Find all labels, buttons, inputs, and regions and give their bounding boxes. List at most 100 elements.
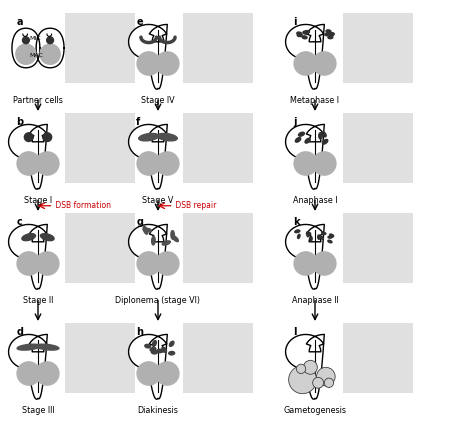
Ellipse shape xyxy=(296,230,300,232)
Ellipse shape xyxy=(303,31,308,34)
Ellipse shape xyxy=(295,137,301,142)
Ellipse shape xyxy=(298,234,300,238)
FancyBboxPatch shape xyxy=(183,323,253,393)
FancyBboxPatch shape xyxy=(183,213,253,283)
Ellipse shape xyxy=(329,234,334,237)
Text: DSB formation: DSB formation xyxy=(54,201,111,210)
Text: Diplonema (stage VI): Diplonema (stage VI) xyxy=(116,296,201,305)
Ellipse shape xyxy=(321,132,326,137)
Text: j: j xyxy=(293,117,297,127)
Text: Stage I: Stage I xyxy=(24,196,52,205)
Text: Stage II: Stage II xyxy=(23,296,53,305)
Text: MAC: MAC xyxy=(30,53,44,58)
Polygon shape xyxy=(128,225,167,289)
FancyBboxPatch shape xyxy=(183,113,253,183)
Polygon shape xyxy=(9,125,47,189)
Ellipse shape xyxy=(328,36,333,39)
Text: c: c xyxy=(16,217,22,227)
Ellipse shape xyxy=(40,234,54,240)
Text: g: g xyxy=(137,217,143,227)
Ellipse shape xyxy=(169,351,174,355)
Circle shape xyxy=(303,360,317,374)
Circle shape xyxy=(137,52,160,75)
Circle shape xyxy=(313,252,336,275)
Ellipse shape xyxy=(329,33,334,35)
Ellipse shape xyxy=(307,232,311,235)
Polygon shape xyxy=(9,335,47,399)
Ellipse shape xyxy=(322,139,328,144)
Text: Partner cells: Partner cells xyxy=(13,96,63,105)
Text: k: k xyxy=(293,217,300,227)
Ellipse shape xyxy=(326,30,331,33)
Text: l: l xyxy=(293,327,297,337)
Circle shape xyxy=(36,252,59,275)
Polygon shape xyxy=(36,28,64,68)
Circle shape xyxy=(313,52,336,75)
Circle shape xyxy=(289,366,317,394)
Ellipse shape xyxy=(152,236,155,245)
Circle shape xyxy=(294,52,317,75)
Polygon shape xyxy=(12,28,40,68)
Polygon shape xyxy=(128,125,167,189)
Text: i: i xyxy=(293,17,297,27)
Ellipse shape xyxy=(150,347,156,351)
Text: DSB repair: DSB repair xyxy=(173,201,217,210)
Text: e: e xyxy=(137,17,143,27)
Circle shape xyxy=(137,252,160,275)
Ellipse shape xyxy=(172,236,178,242)
Circle shape xyxy=(155,362,179,385)
Circle shape xyxy=(137,152,160,175)
Ellipse shape xyxy=(145,344,151,348)
Ellipse shape xyxy=(143,228,152,232)
Ellipse shape xyxy=(302,36,307,39)
FancyBboxPatch shape xyxy=(343,323,413,393)
FancyBboxPatch shape xyxy=(343,113,413,183)
Polygon shape xyxy=(128,335,167,399)
Ellipse shape xyxy=(157,133,177,141)
Circle shape xyxy=(43,133,52,141)
Ellipse shape xyxy=(162,241,170,245)
Ellipse shape xyxy=(36,344,59,350)
Ellipse shape xyxy=(305,138,310,143)
Polygon shape xyxy=(128,24,167,89)
Circle shape xyxy=(294,252,317,275)
Ellipse shape xyxy=(307,232,309,237)
Circle shape xyxy=(36,362,59,385)
Circle shape xyxy=(296,364,306,373)
Circle shape xyxy=(155,252,179,275)
Ellipse shape xyxy=(171,231,174,239)
FancyBboxPatch shape xyxy=(343,213,413,283)
Ellipse shape xyxy=(319,133,322,139)
Text: a: a xyxy=(16,17,23,27)
Text: MIC: MIC xyxy=(30,36,41,41)
Ellipse shape xyxy=(297,34,302,37)
Ellipse shape xyxy=(325,33,330,36)
Ellipse shape xyxy=(170,341,174,347)
Ellipse shape xyxy=(139,133,159,141)
Ellipse shape xyxy=(329,33,334,36)
Circle shape xyxy=(313,152,336,175)
Polygon shape xyxy=(9,225,47,289)
Ellipse shape xyxy=(157,349,163,353)
Ellipse shape xyxy=(318,235,320,239)
Circle shape xyxy=(17,252,40,275)
Circle shape xyxy=(155,52,179,75)
Ellipse shape xyxy=(328,236,332,238)
Text: Diakinesis: Diakinesis xyxy=(137,406,178,415)
Circle shape xyxy=(46,37,54,44)
Circle shape xyxy=(40,44,60,64)
Circle shape xyxy=(155,152,179,175)
Text: Anaphase I: Anaphase I xyxy=(293,196,337,205)
Ellipse shape xyxy=(17,344,40,350)
Ellipse shape xyxy=(320,236,323,239)
FancyBboxPatch shape xyxy=(65,213,135,283)
Polygon shape xyxy=(285,24,324,89)
Circle shape xyxy=(137,362,160,385)
Circle shape xyxy=(294,152,317,175)
FancyBboxPatch shape xyxy=(343,13,413,83)
FancyBboxPatch shape xyxy=(65,323,135,393)
Circle shape xyxy=(17,152,40,175)
Text: Stage III: Stage III xyxy=(22,406,55,415)
Ellipse shape xyxy=(321,232,326,234)
Text: f: f xyxy=(137,117,141,127)
